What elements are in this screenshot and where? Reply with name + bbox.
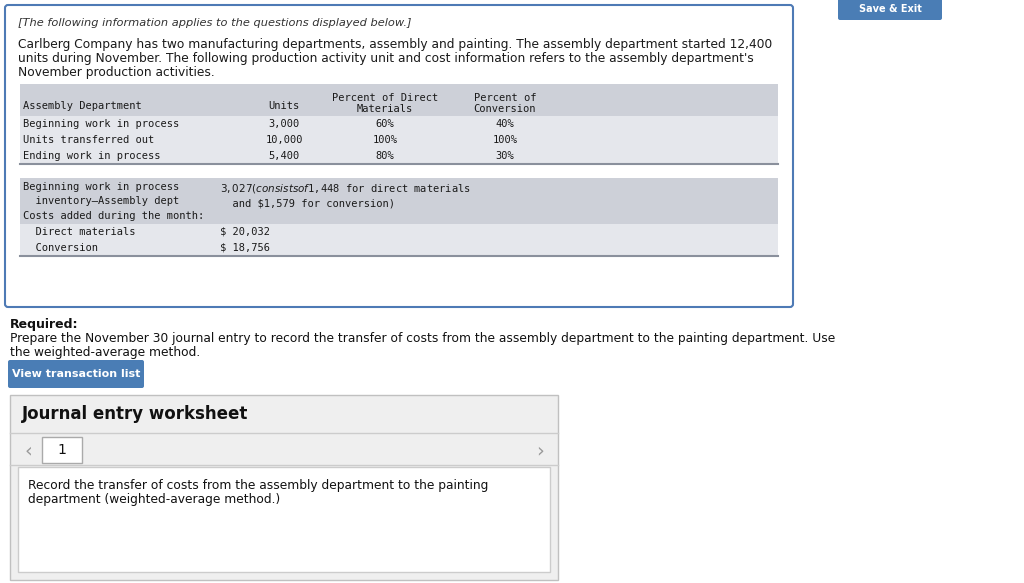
- Text: Carlberg Company has two manufacturing departments, assembly and painting. The a: Carlberg Company has two manufacturing d…: [18, 38, 772, 51]
- Bar: [20, 224, 778, 256]
- Text: ‹: ‹: [24, 441, 32, 461]
- Text: Percent of: Percent of: [474, 93, 537, 103]
- Text: [The following information applies to the questions displayed below.]: [The following information applies to th…: [18, 18, 412, 28]
- Text: $ 18,756: $ 18,756: [220, 243, 270, 253]
- Text: 80%: 80%: [376, 151, 394, 161]
- FancyBboxPatch shape: [8, 360, 144, 388]
- Text: Beginning work in process: Beginning work in process: [23, 119, 179, 129]
- Bar: [20, 178, 778, 256]
- Bar: [20, 132, 778, 148]
- Text: Assembly Department: Assembly Department: [23, 101, 141, 111]
- Text: Materials: Materials: [357, 104, 413, 114]
- Bar: [20, 148, 778, 164]
- Bar: [20, 84, 778, 116]
- Text: $ 20,032: $ 20,032: [220, 227, 270, 237]
- Text: 100%: 100%: [493, 135, 517, 145]
- Bar: [43, 577, 81, 579]
- Text: 40%: 40%: [496, 119, 514, 129]
- Text: Save & Exit: Save & Exit: [858, 4, 922, 14]
- Text: Direct materials: Direct materials: [23, 227, 135, 237]
- Text: 10,000: 10,000: [265, 135, 303, 145]
- Text: Beginning work in process
  inventory–Assembly dept: Beginning work in process inventory–Asse…: [23, 182, 179, 206]
- Text: Required:: Required:: [10, 318, 79, 331]
- Text: 60%: 60%: [376, 119, 394, 129]
- Text: department (weighted-average method.): department (weighted-average method.): [28, 493, 281, 506]
- Text: 30%: 30%: [496, 151, 514, 161]
- Text: the weighted-average method.: the weighted-average method.: [10, 346, 201, 359]
- Text: Units transferred out: Units transferred out: [23, 135, 155, 145]
- Text: Costs added during the month:: Costs added during the month:: [23, 211, 204, 221]
- Text: Units: Units: [268, 101, 300, 111]
- FancyBboxPatch shape: [838, 0, 942, 20]
- Text: Conversion: Conversion: [23, 243, 98, 253]
- Text: Ending work in process: Ending work in process: [23, 151, 161, 161]
- Text: $3,027 (consists of $1,448 for direct materials
  and $1,579 for conversion): $3,027 (consists of $1,448 for direct ma…: [220, 182, 471, 209]
- Bar: [10, 395, 558, 580]
- Text: Percent of Direct: Percent of Direct: [332, 93, 438, 103]
- Bar: [42, 437, 82, 463]
- Text: 100%: 100%: [373, 135, 397, 145]
- Text: 1: 1: [57, 443, 67, 457]
- Text: Conversion: Conversion: [474, 104, 537, 114]
- Text: November production activities.: November production activities.: [18, 66, 215, 79]
- Text: Record the transfer of costs from the assembly department to the painting: Record the transfer of costs from the as…: [28, 479, 488, 492]
- Bar: [20, 116, 778, 132]
- Text: units during November. The following production activity unit and cost informati: units during November. The following pro…: [18, 52, 754, 65]
- FancyBboxPatch shape: [5, 5, 793, 307]
- Bar: [18, 467, 550, 572]
- Text: Prepare the November 30 journal entry to record the transfer of costs from the a: Prepare the November 30 journal entry to…: [10, 332, 836, 345]
- Text: 3,000: 3,000: [268, 119, 300, 129]
- Text: Journal entry worksheet: Journal entry worksheet: [22, 405, 249, 423]
- Text: 5,400: 5,400: [268, 151, 300, 161]
- Text: ›: ›: [537, 441, 544, 461]
- Text: View transaction list: View transaction list: [12, 369, 140, 379]
